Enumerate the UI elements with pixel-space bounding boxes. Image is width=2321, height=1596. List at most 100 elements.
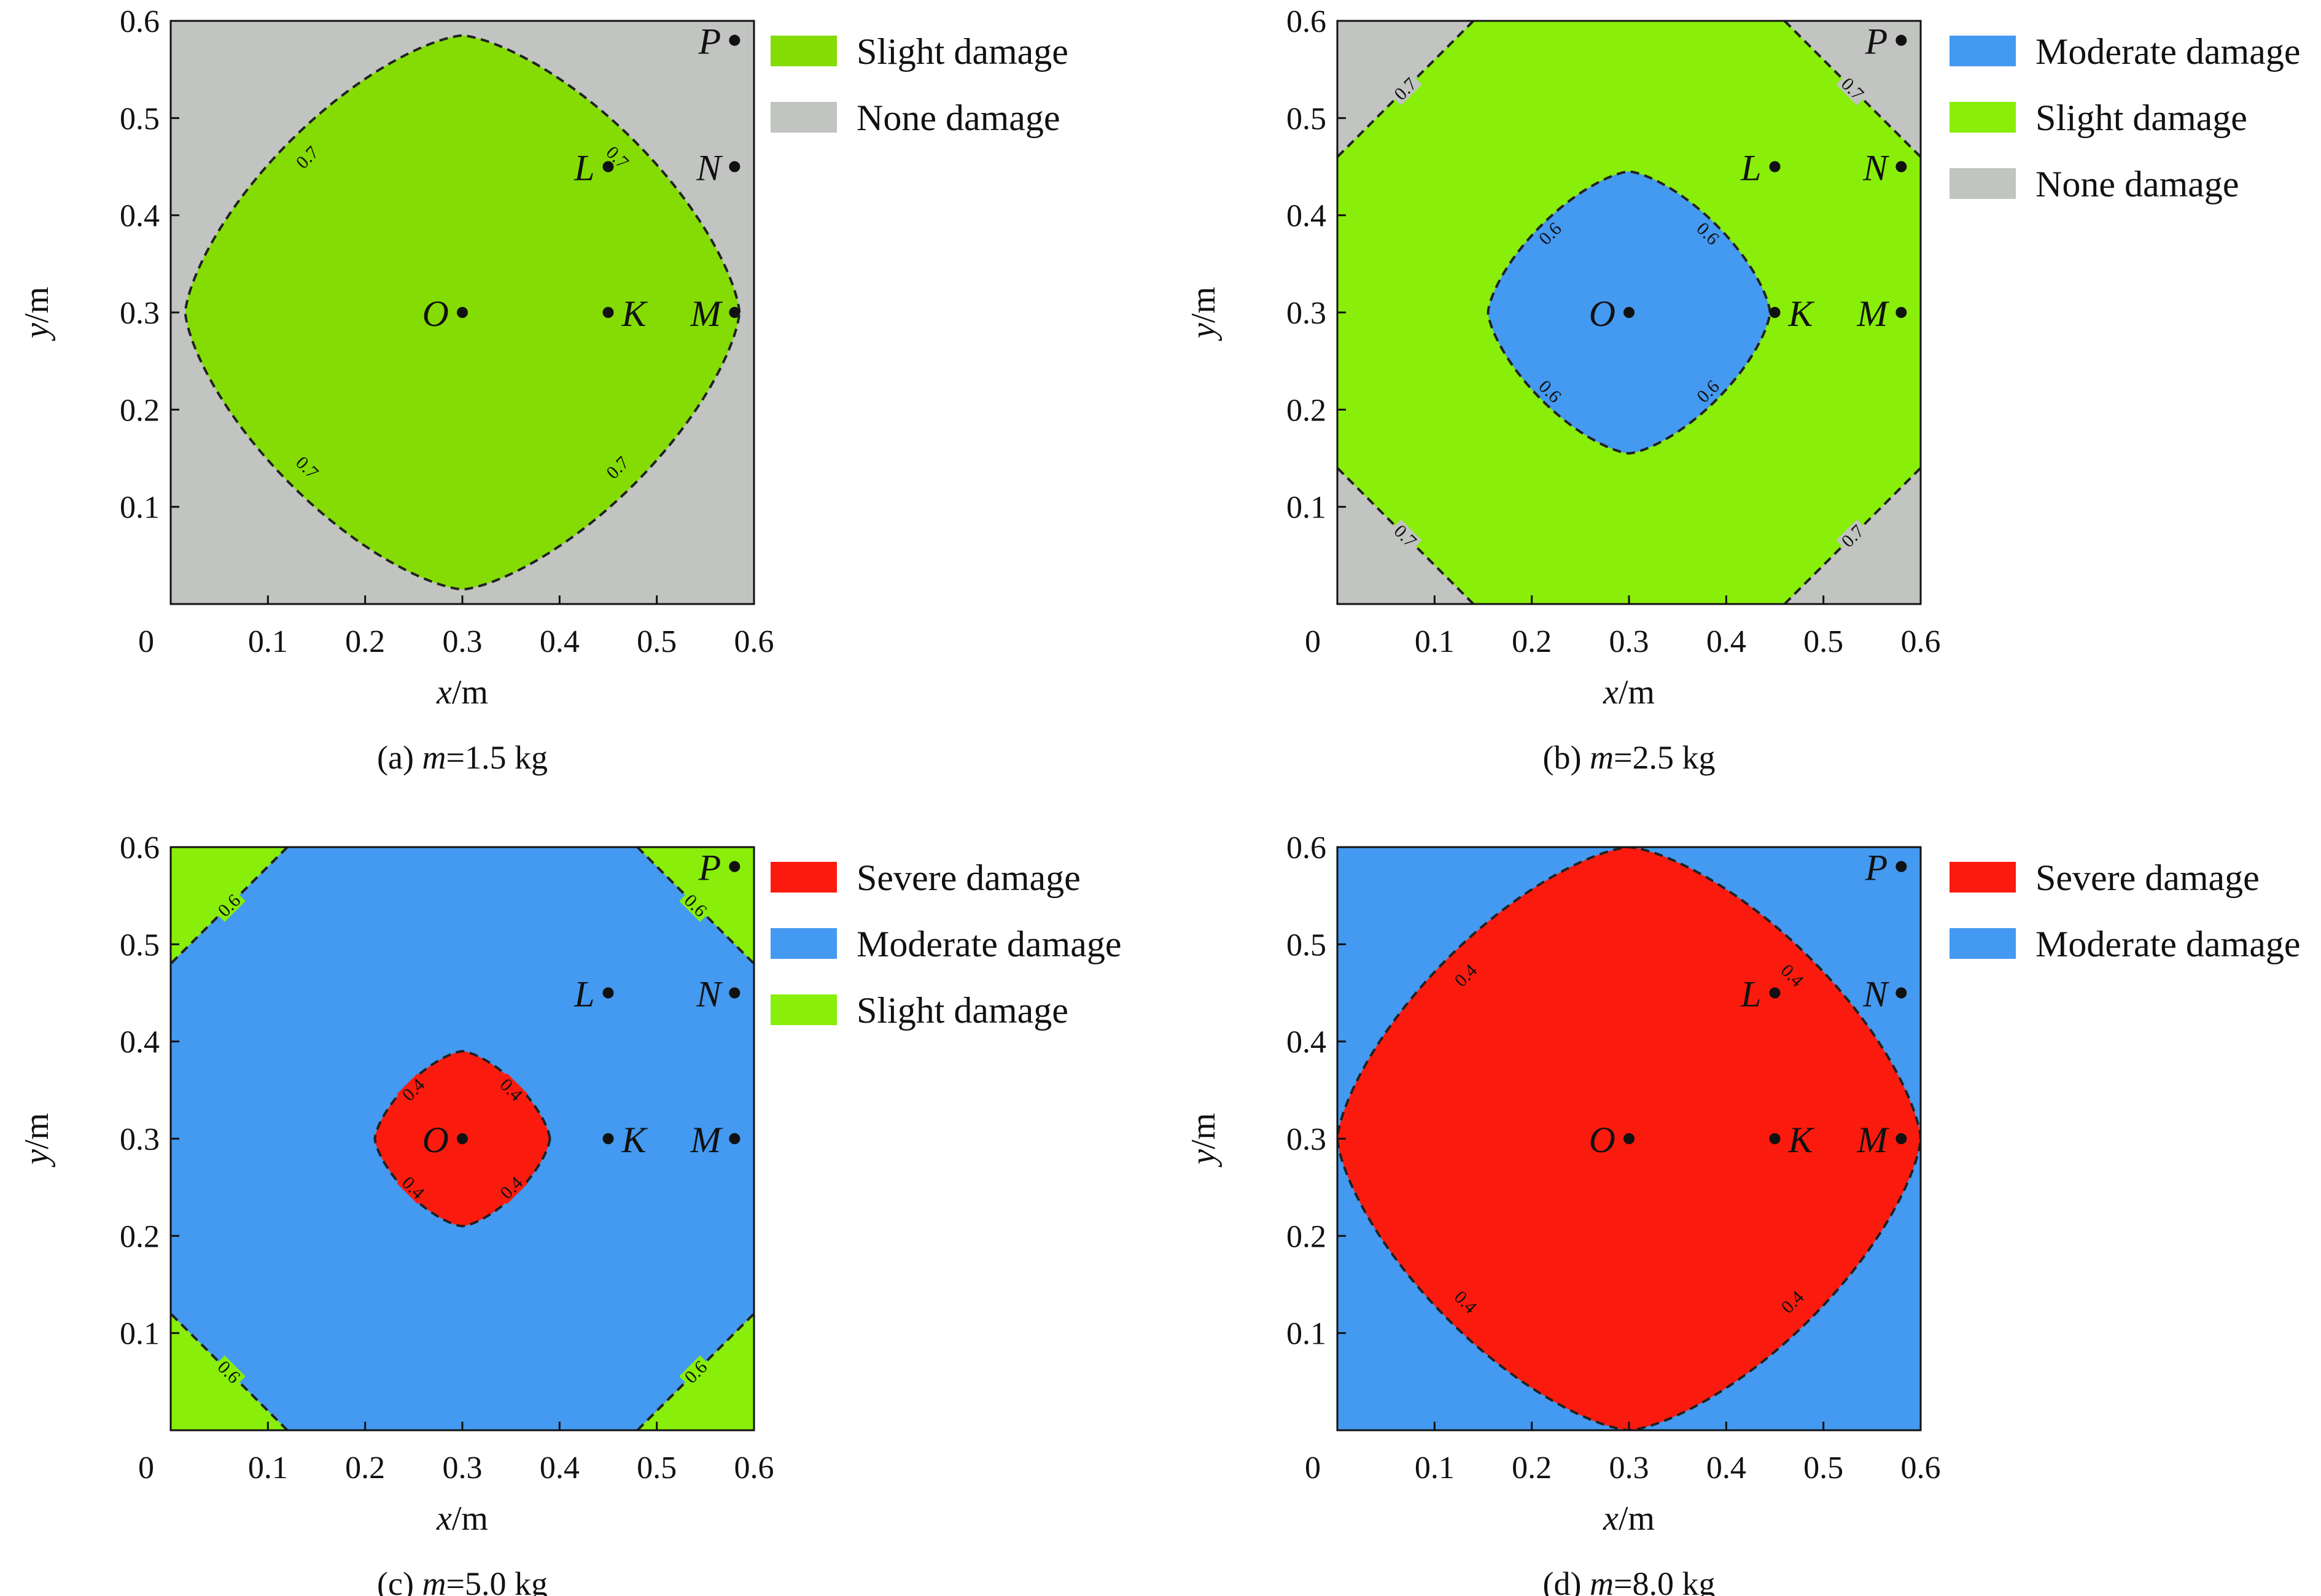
point-o-label: O [1589,1120,1615,1160]
point-n-marker [1895,987,1907,999]
y-tick-label: 0.2 [120,393,160,428]
panel-caption: (b) m=2.5 kg [1543,739,1716,776]
contour-label-bg [1449,1285,1482,1319]
x-tick-label: 0 [1305,1451,1321,1486]
x-tick-label: 0 [1305,624,1321,659]
x-tick-label: 0.1 [1415,1451,1455,1486]
x-tick-label: 0.6 [734,1451,774,1486]
x-tick-label: 0.5 [1803,624,1843,659]
legend-swatch [1950,862,2016,893]
point-l-label: L [1740,148,1761,188]
x-tick-label: 0.3 [1609,1451,1649,1486]
point-l-marker [1769,987,1781,999]
contour-line [1487,170,1771,455]
contour-label-bg [1836,72,1870,106]
y-axis-label: y/m [18,287,56,341]
x-tick-label: 0.4 [540,1451,580,1486]
point-n-marker [729,987,741,999]
point-p-marker [729,861,741,872]
point-k-marker [1769,307,1781,318]
legend-swatch [771,36,837,66]
x-tick-label: 0.1 [1415,624,1455,659]
point-l-label: L [1740,974,1761,1015]
legend-swatch [771,994,837,1025]
legend: Slight damage None damage [771,31,1068,138]
x-tick-label: 0.2 [345,624,385,659]
point-k-label: K [621,293,648,334]
y-tick-label: 0.5 [1286,928,1326,963]
point-l-marker [602,987,614,999]
contour-label-bg [212,889,246,922]
x-tick-label: 0.4 [1706,624,1746,659]
contour-label-bg [1776,1285,1809,1319]
contour-label-bg [1388,519,1422,553]
y-tick-label: 0.5 [120,928,160,963]
x-axis-label: x/m [436,1500,488,1538]
point-k-marker [602,1133,614,1144]
contour-label-bg [1776,959,1809,992]
legend-label: None damage [857,98,1060,138]
legend: Severe damage Moderate damage [1950,858,2300,964]
legend-label: Slight damage [857,990,1068,1031]
contour-label-bg [494,1073,528,1107]
contour-line [1337,467,1475,604]
point-m-label: M [690,293,723,334]
contour-label-bg [290,451,324,484]
x-tick-label: 0.2 [1512,624,1552,659]
panel-1: 0.7 0.70.7 0.70 0.1 0.2 0.3 0.4 0.5 0.60.10.20.3… [18,4,1068,776]
y-tick-label: 0.3 [120,1122,160,1157]
point-l-marker [1769,161,1781,172]
legend-label: Slight damage [857,31,1068,72]
contour-label-bg [1449,959,1482,992]
point-p-label: P [1865,848,1888,888]
legend-label: None damage [2035,164,2239,204]
contour-label-bg [1533,374,1567,408]
x-tick-label: 0.1 [248,1451,288,1486]
y-tick-label: 0.1 [120,1317,160,1352]
legend-swatch [1950,36,2016,66]
legend-swatch [771,928,837,959]
point-l-label: L [573,148,594,188]
point-l-label: L [573,974,594,1015]
y-tick-label: 0.2 [1286,393,1326,428]
point-p-label: P [698,21,721,62]
point-p-marker [1895,861,1907,872]
point-m-label: M [1856,1120,1889,1160]
point-n-label: N [696,148,723,188]
contour-line [1337,21,1475,158]
point-o-marker [457,1133,468,1144]
contour-label-bg [494,1171,528,1204]
x-tick-label: 0.6 [1901,1451,1941,1486]
y-tick-label: 0.6 [120,4,160,39]
y-tick-label: 0.5 [1286,101,1326,136]
contour-label-bg [1388,72,1422,106]
point-k-label: K [1788,1120,1815,1160]
x-tick-label: 0 [138,624,154,659]
y-tick-label: 0.4 [120,1025,160,1060]
point-o-label: O [422,1120,449,1160]
y-tick-label: 0.5 [120,101,160,136]
y-tick-label: 0.4 [1286,199,1326,234]
y-tick-label: 0.3 [120,296,160,331]
point-n-label: N [1862,974,1889,1015]
x-tick-label: 0.3 [443,1451,483,1486]
x-tick-label: 0.6 [734,624,774,659]
contour-line [184,34,741,591]
legend: Severe damage Moderate damage Slight damag… [771,858,1121,1031]
y-axis-label: y/m [1184,287,1223,341]
legend: Moderate damage Slight damage None damage [1950,31,2300,204]
y-tick-label: 0.2 [120,1219,160,1254]
point-o-label: O [1589,293,1615,334]
contour-label-bg [1691,217,1725,250]
point-m-label: M [1856,293,1889,334]
x-tick-label: 0.2 [345,1451,385,1486]
panel-3: 0.6 0.60.6 0.60.4 0.40.4 0.40 0.1 0.2 0.3 0.4 0.5… [18,831,1121,1596]
point-l-marker [602,161,614,172]
y-tick-label: 0.1 [120,490,160,525]
y-tick-label: 0.4 [1286,1025,1326,1060]
x-axis-label: x/m [1603,1500,1655,1538]
legend-swatch [1950,928,2016,959]
contour-label-bg [679,889,712,922]
legend-swatch [771,102,837,133]
